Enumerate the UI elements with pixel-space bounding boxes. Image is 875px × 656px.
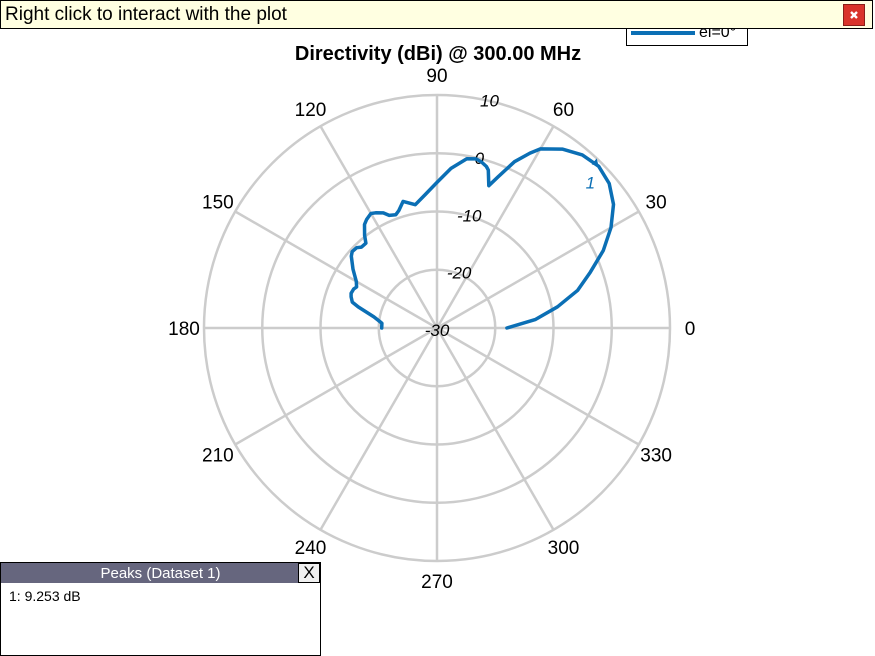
- radial-tick-label: 0: [475, 149, 485, 168]
- grid-spoke: [319, 125, 439, 329]
- radial-tick-label: -10: [457, 206, 482, 225]
- polar-grid: [202, 93, 672, 563]
- grid-spoke: [436, 210, 640, 330]
- angle-tick-label: 30: [646, 193, 667, 214]
- radial-tick-label: -30: [425, 321, 450, 340]
- angle-tick-label: 210: [202, 446, 234, 467]
- close-icon: [850, 11, 858, 19]
- legend-swatch: [631, 31, 695, 35]
- banner-text: Right click to interact with the plot: [5, 4, 287, 25]
- interaction-banner: Right click to interact with the plot: [0, 0, 873, 29]
- peaks-panel[interactable]: Peaks (Dataset 1) X 1: 9.253 dB: [0, 562, 321, 656]
- grid-spoke: [234, 210, 438, 330]
- peaks-panel-title: Peaks (Dataset 1): [100, 565, 221, 582]
- angle-tick-label: 330: [640, 446, 672, 467]
- legend[interactable]: el=0°: [626, 29, 748, 46]
- angle-tick-labels: 0 30 60 90 120 150 180 210 240 270 300 330: [168, 66, 695, 593]
- radial-tick-label: -20: [447, 264, 472, 283]
- angle-tick-label: 240: [295, 538, 327, 559]
- angle-tick-label: 300: [548, 538, 580, 559]
- radial-tick-labels: -30 -20 -10 0 10: [425, 92, 500, 340]
- peak-marker-label: 1: [586, 173, 595, 192]
- angle-tick-label: 0: [685, 319, 696, 340]
- banner-close-button[interactable]: [843, 4, 865, 26]
- radial-tick-label: 10: [480, 92, 499, 111]
- peaks-close-button[interactable]: X: [298, 563, 320, 583]
- peaks-panel-header[interactable]: Peaks (Dataset 1): [1, 563, 320, 583]
- angle-tick-label: 120: [295, 100, 327, 121]
- peak-list-item[interactable]: 1: 9.253 dB: [9, 588, 81, 604]
- angle-tick-label: 180: [168, 319, 200, 340]
- grid-spoke: [435, 327, 555, 531]
- angle-tick-label: 60: [553, 100, 574, 121]
- legend-label: el=0°: [699, 29, 737, 41]
- angle-tick-label: 90: [426, 66, 447, 87]
- grid-spoke: [436, 326, 640, 446]
- directivity-trace[interactable]: [349, 147, 616, 330]
- angle-tick-label: 270: [421, 572, 453, 593]
- chart-title: Directivity (dBi) @ 300.00 MHz: [295, 43, 581, 65]
- peak-marker[interactable]: 1: [586, 158, 599, 192]
- grid-spoke: [435, 125, 555, 329]
- peak-marker-triangle: [591, 158, 599, 167]
- angle-tick-label: 150: [202, 193, 234, 214]
- grid-spoke: [234, 326, 438, 446]
- grid-spoke: [319, 327, 439, 531]
